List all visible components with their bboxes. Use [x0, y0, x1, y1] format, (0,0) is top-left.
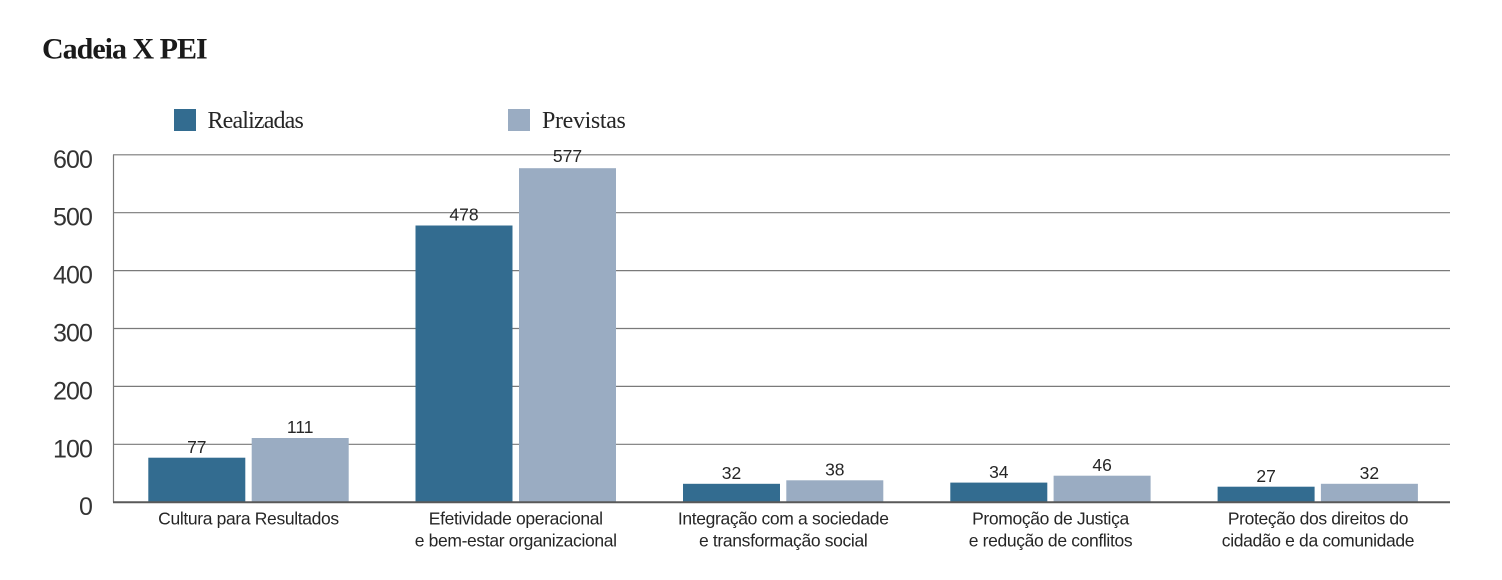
svg-text:600: 600 — [53, 146, 92, 174]
svg-text:Promoção de Justiça: Promoção de Justiça — [972, 509, 1129, 529]
svg-text:cidadão e da comunidade: cidadão e da comunidade — [1222, 531, 1414, 551]
svg-text:32: 32 — [722, 463, 741, 483]
svg-text:38: 38 — [825, 460, 844, 480]
svg-text:Cadeia X PEI: Cadeia X PEI — [42, 32, 207, 65]
svg-text:478: 478 — [449, 205, 478, 225]
svg-text:Previstas: Previstas — [542, 108, 626, 134]
svg-text:Efetividade operacional: Efetividade operacional — [429, 509, 603, 529]
svg-text:46: 46 — [1092, 455, 1111, 475]
svg-text:e bem-estar organizacional: e bem-estar organizacional — [415, 531, 617, 551]
svg-text:0: 0 — [79, 493, 92, 521]
svg-text:400: 400 — [53, 262, 92, 290]
svg-text:Cultura para Resultados: Cultura para Resultados — [158, 509, 339, 529]
svg-text:100: 100 — [53, 435, 92, 463]
svg-text:Integração com a sociedade: Integração com a sociedade — [678, 509, 889, 529]
svg-text:Realizadas: Realizadas — [208, 108, 304, 134]
svg-text:77: 77 — [187, 437, 206, 457]
svg-text:200: 200 — [53, 377, 92, 405]
svg-text:577: 577 — [553, 146, 582, 166]
svg-text:111: 111 — [287, 417, 314, 437]
svg-text:27: 27 — [1256, 466, 1275, 486]
svg-text:500: 500 — [53, 204, 92, 232]
svg-text:e transformação social: e transformação social — [699, 531, 867, 551]
svg-text:Proteção dos direitos do: Proteção dos direitos do — [1228, 509, 1408, 529]
svg-text:34: 34 — [989, 462, 1009, 482]
svg-text:e redução de conflitos: e redução de conflitos — [969, 531, 1133, 551]
svg-text:300: 300 — [53, 320, 92, 348]
svg-text:32: 32 — [1360, 463, 1379, 483]
